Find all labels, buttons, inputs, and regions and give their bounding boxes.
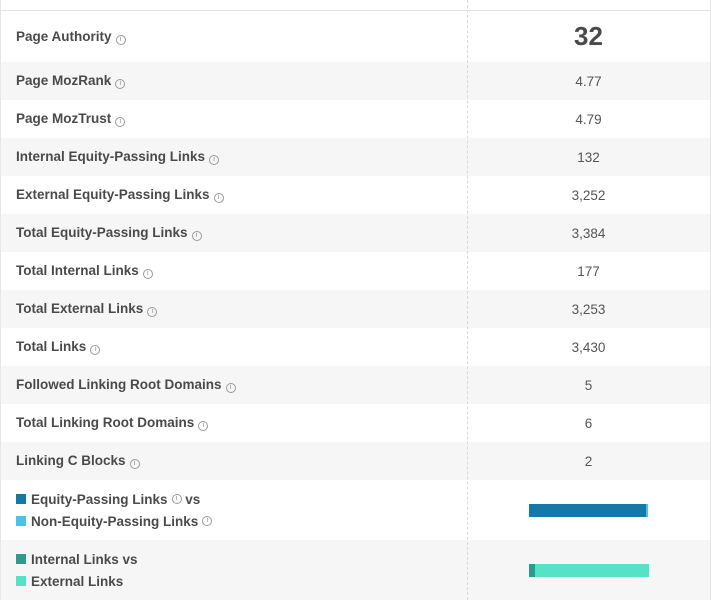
table-row: Page Authority i 32 bbox=[1, 11, 710, 62]
legend-swatch bbox=[16, 494, 26, 504]
info-icon[interactable]: i bbox=[129, 459, 140, 469]
info-icon[interactable]: i bbox=[115, 79, 126, 89]
comparison-legend: Equity-Passing Links i vs Non-Equity-Pass… bbox=[1, 488, 467, 532]
metric-value: 3,430 bbox=[571, 339, 606, 355]
legend-swatch bbox=[16, 516, 26, 526]
comparison-bar-cell bbox=[467, 503, 710, 517]
info-icon[interactable]: i bbox=[198, 421, 209, 431]
comparison-row-internal-external: Internal Links vs External Links bbox=[1, 540, 710, 600]
bar-segment-equity-passing bbox=[528, 503, 647, 517]
info-icon[interactable]: i bbox=[225, 383, 236, 393]
info-icon[interactable]: i bbox=[115, 117, 126, 127]
metric-label: External Equity-Passing Links i bbox=[1, 187, 467, 203]
info-icon[interactable]: i bbox=[115, 34, 126, 45]
metric-label: Total Links i bbox=[1, 339, 467, 355]
info-icon[interactable]: i bbox=[142, 269, 153, 279]
table-row: Total Links i 3,430 bbox=[1, 328, 710, 366]
metric-label: Total Equity-Passing Links i bbox=[1, 225, 467, 241]
legend-swatch bbox=[16, 554, 26, 564]
comparison-legend: Internal Links vs External Links bbox=[1, 548, 467, 592]
column-divider bbox=[467, 0, 468, 600]
bar-segment-non-equity-passing bbox=[646, 503, 649, 517]
info-icon[interactable]: i bbox=[147, 307, 158, 317]
info-icon[interactable]: i bbox=[171, 494, 182, 504]
table-row: Linking C Blocks i 2 bbox=[1, 442, 710, 480]
info-icon[interactable]: i bbox=[213, 193, 224, 203]
info-icon[interactable]: i bbox=[202, 516, 213, 526]
table-row: External Equity-Passing Links i 3,252 bbox=[1, 176, 710, 214]
metric-value: 132 bbox=[577, 149, 600, 165]
table-row: Total Internal Links i 177 bbox=[1, 252, 710, 290]
metric-label: Linking C Blocks i bbox=[1, 453, 467, 469]
comparison-row-equity: Equity-Passing Links i vs Non-Equity-Pass… bbox=[1, 480, 710, 540]
metric-label: Page MozTrust i bbox=[1, 111, 467, 127]
legend-item-non-equity-passing: Non-Equity-Passing Links i bbox=[16, 510, 467, 532]
equity-ratio-bar bbox=[528, 503, 649, 517]
page-authority-value: 32 bbox=[574, 21, 603, 51]
legend-item-external: External Links bbox=[16, 570, 467, 592]
metric-label: Total Linking Root Domains i bbox=[1, 415, 467, 431]
metric-value: 3,252 bbox=[571, 187, 606, 203]
legend-item-equity-passing: Equity-Passing Links i vs bbox=[16, 488, 467, 510]
table-row: Page MozTrust i 4.79 bbox=[1, 100, 710, 138]
info-icon[interactable]: i bbox=[209, 155, 220, 165]
metric-label: Page MozRank i bbox=[1, 73, 467, 89]
metric-value: 4.79 bbox=[575, 111, 602, 127]
metric-value: 2 bbox=[584, 453, 593, 469]
legend-item-internal: Internal Links vs bbox=[16, 548, 467, 570]
bar-segment-external bbox=[534, 563, 649, 577]
metric-value: 5 bbox=[584, 377, 593, 393]
metric-value: 3,384 bbox=[571, 225, 606, 241]
table-row: Followed Linking Root Domains i 5 bbox=[1, 366, 710, 404]
comparison-bar-cell bbox=[467, 563, 710, 577]
metric-value: 3,253 bbox=[571, 301, 606, 317]
metric-value: 4.77 bbox=[575, 73, 602, 89]
internal-external-ratio-bar bbox=[528, 563, 649, 577]
info-icon[interactable]: i bbox=[191, 231, 202, 241]
legend-swatch bbox=[16, 576, 26, 586]
metric-label: Page Authority i bbox=[1, 29, 467, 45]
table-top-strip bbox=[1, 0, 710, 11]
metric-value: 6 bbox=[584, 415, 593, 431]
info-icon[interactable]: i bbox=[90, 345, 101, 355]
table-row: Total External Links i 3,253 bbox=[1, 290, 710, 328]
table-row: Total Linking Root Domains i 6 bbox=[1, 404, 710, 442]
table-row: Internal Equity-Passing Links i 132 bbox=[1, 138, 710, 176]
metric-label: Total Internal Links i bbox=[1, 263, 467, 279]
metric-label: Internal Equity-Passing Links i bbox=[1, 149, 467, 165]
metric-value: 177 bbox=[577, 263, 600, 279]
bar-segment-internal bbox=[528, 563, 535, 577]
metric-label: Total External Links i bbox=[1, 301, 467, 317]
table-row: Total Equity-Passing Links i 3,384 bbox=[1, 214, 710, 252]
table-row: Page MozRank i 4.77 bbox=[1, 62, 710, 100]
metric-label: Followed Linking Root Domains i bbox=[1, 377, 467, 393]
